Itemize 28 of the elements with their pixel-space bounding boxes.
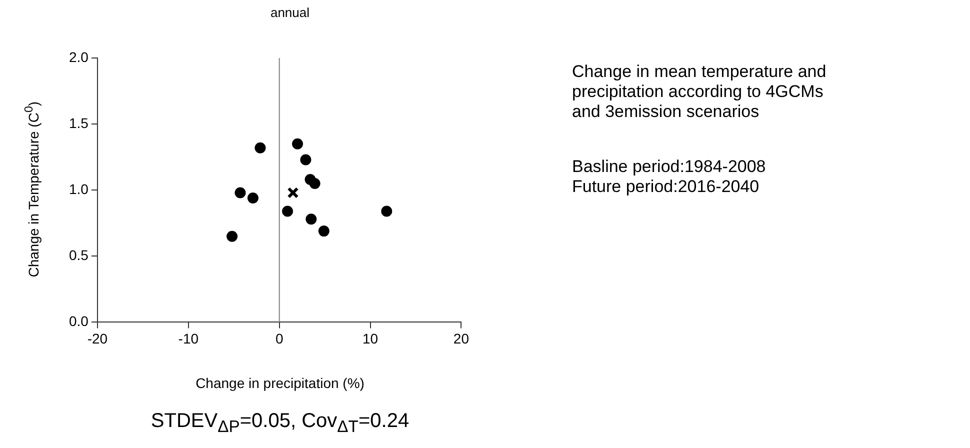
point bbox=[287, 187, 299, 198]
x-tick-label: -10 bbox=[178, 330, 199, 346]
text: Change in mean temperature and precipitation according to 4GCMs and 3emission scenarios bbox=[572, 62, 828, 122]
point bbox=[282, 206, 294, 217]
point bbox=[300, 154, 312, 166]
point bbox=[306, 214, 317, 225]
y-tick-label: 0.5 bbox=[68, 247, 89, 264]
y-tick-label: 0.0 bbox=[68, 313, 89, 330]
point bbox=[309, 178, 320, 189]
text: STDEV$_{ΔP}$=0.05, Cov$_{ΔT}$=0.24 bbox=[150, 410, 410, 437]
point bbox=[226, 230, 238, 242]
text: Future period:2016-2040 bbox=[572, 177, 760, 197]
point bbox=[254, 142, 266, 154]
point bbox=[234, 187, 246, 198]
y-tick-label: 1.0 bbox=[68, 180, 89, 197]
x-tick-label: 0 bbox=[275, 330, 284, 346]
x-tick-label: 20 bbox=[453, 330, 470, 346]
x-tick-label: 10 bbox=[362, 330, 378, 346]
x-tick-label: -20 bbox=[87, 330, 108, 346]
x-axis-title: Change in precipitation (%) bbox=[194, 375, 366, 391]
point bbox=[292, 138, 304, 150]
y-tick-label: 2.0 bbox=[68, 48, 89, 65]
point bbox=[381, 206, 392, 217]
point bbox=[318, 226, 330, 237]
point bbox=[247, 192, 258, 204]
y-tick-label: 1.5 bbox=[68, 114, 89, 131]
chart-title: annual bbox=[269, 5, 311, 20]
text: Basline period:1984-2008 bbox=[572, 157, 767, 177]
